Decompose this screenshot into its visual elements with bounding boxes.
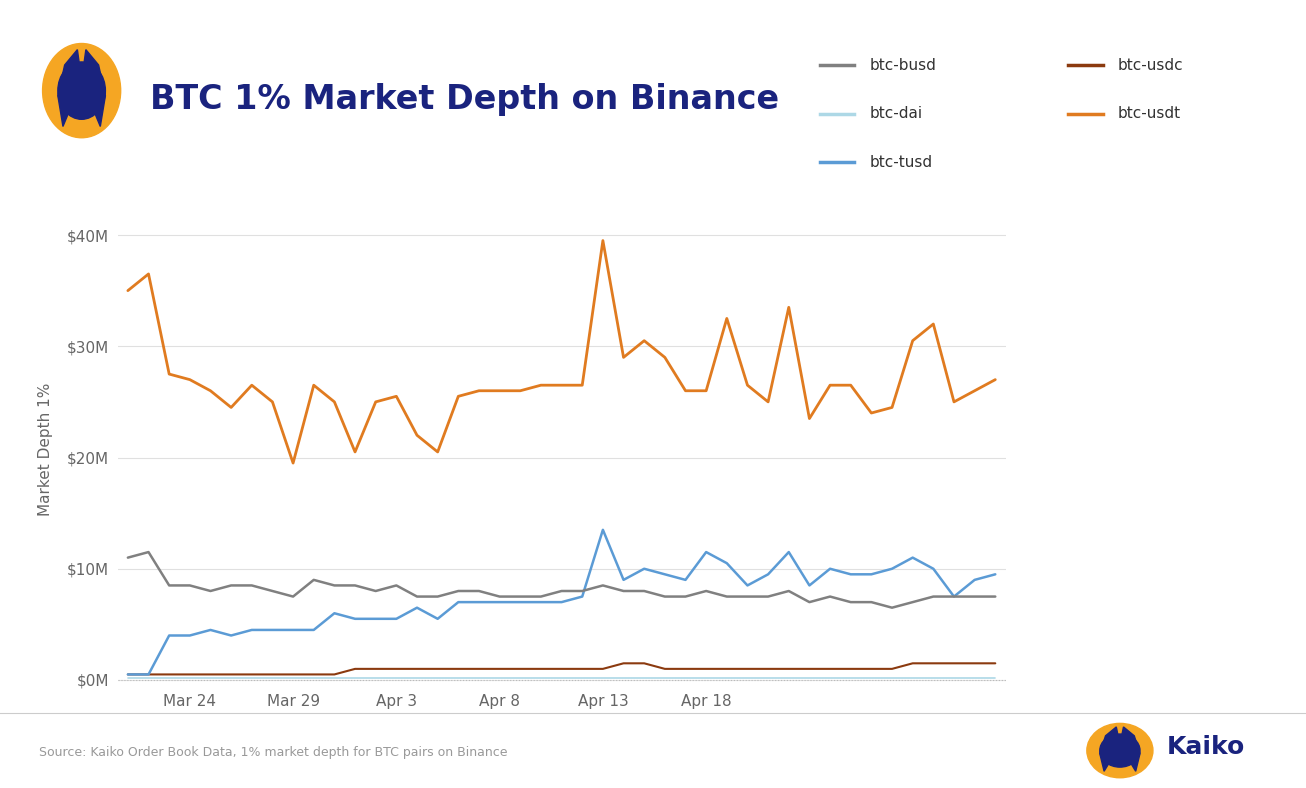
Text: Kaiko: Kaiko bbox=[1166, 735, 1245, 759]
Polygon shape bbox=[81, 50, 106, 127]
Text: btc-usdc: btc-usdc bbox=[1118, 58, 1183, 73]
Text: btc-usdt: btc-usdt bbox=[1118, 106, 1181, 121]
Circle shape bbox=[57, 62, 106, 119]
Polygon shape bbox=[57, 50, 81, 127]
Text: btc-dai: btc-dai bbox=[870, 106, 922, 121]
Text: btc-tusd: btc-tusd bbox=[870, 155, 932, 170]
Y-axis label: Market Depth 1%: Market Depth 1% bbox=[38, 382, 54, 516]
Text: btc-busd: btc-busd bbox=[870, 58, 936, 73]
Text: BTC 1% Market Depth on Binance: BTC 1% Market Depth on Binance bbox=[150, 83, 780, 116]
Polygon shape bbox=[1100, 727, 1121, 771]
Circle shape bbox=[1087, 723, 1153, 778]
Polygon shape bbox=[1121, 727, 1140, 771]
Circle shape bbox=[43, 43, 120, 138]
Text: Source: Kaiko Order Book Data, 1% market depth for BTC pairs on Binance: Source: Kaiko Order Book Data, 1% market… bbox=[39, 746, 508, 759]
Circle shape bbox=[1100, 734, 1140, 768]
